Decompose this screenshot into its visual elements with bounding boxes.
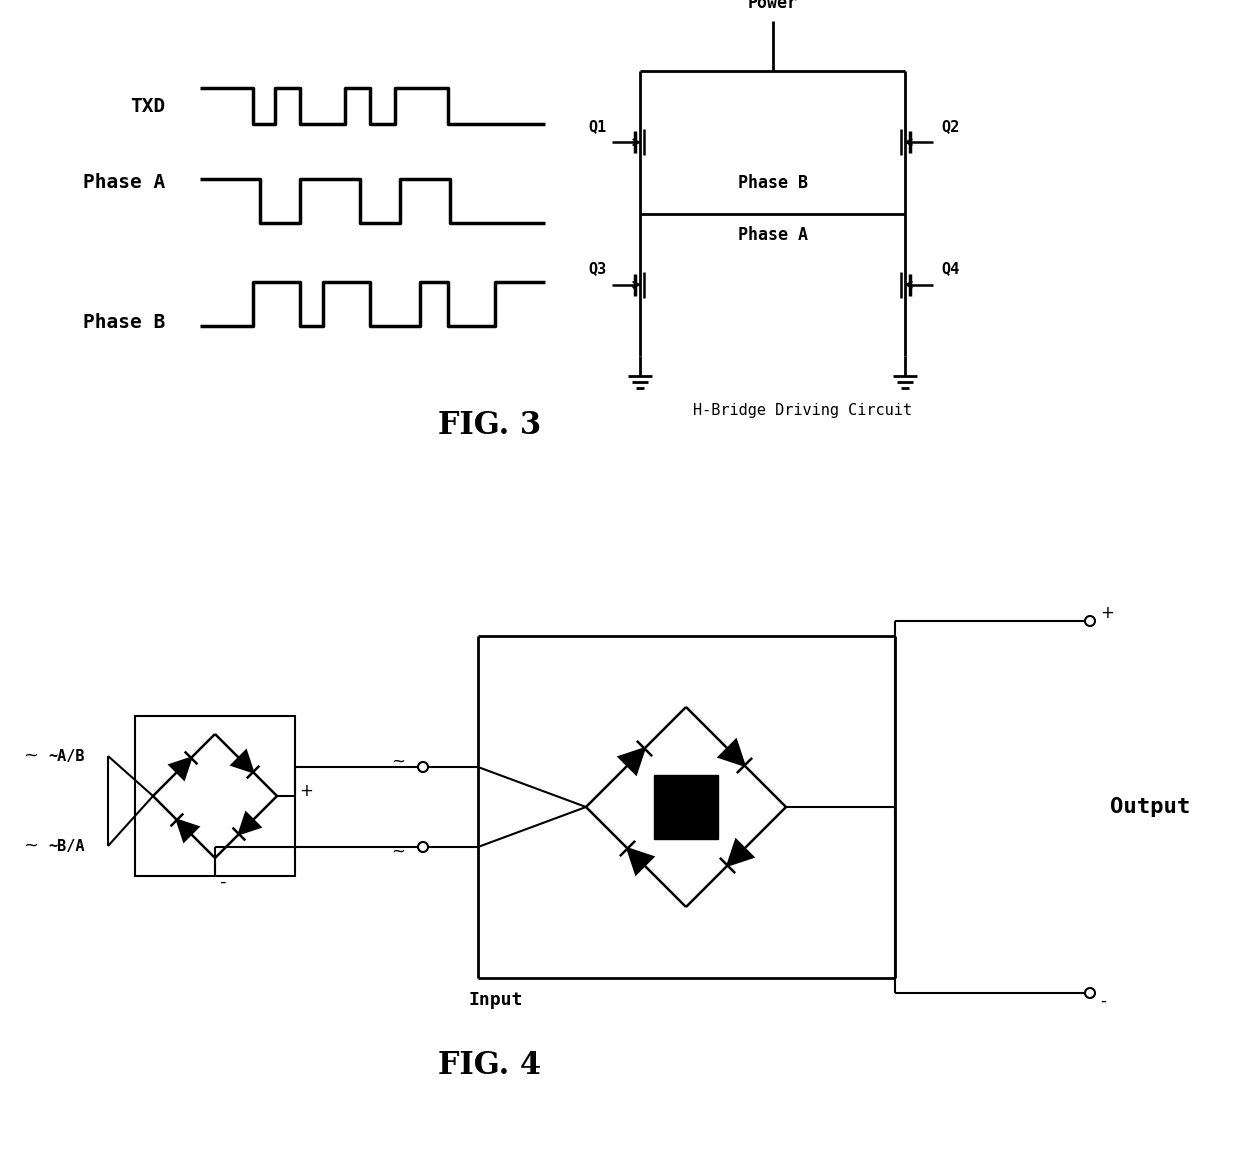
Text: ~: ~: [391, 843, 405, 861]
Polygon shape: [728, 840, 753, 865]
Text: Phase B: Phase B: [738, 175, 807, 192]
Polygon shape: [170, 758, 191, 779]
Polygon shape: [239, 813, 260, 834]
Text: ~: ~: [22, 747, 38, 765]
Polygon shape: [627, 849, 653, 874]
Text: +: +: [299, 782, 312, 800]
Text: TXD: TXD: [130, 97, 165, 115]
Text: H-Bridge Driving Circuit: H-Bridge Driving Circuit: [693, 403, 911, 419]
Text: Phase A: Phase A: [83, 174, 165, 192]
Text: Q3: Q3: [589, 261, 608, 276]
Circle shape: [1085, 988, 1095, 998]
Text: ~: ~: [22, 837, 38, 855]
Polygon shape: [177, 820, 198, 841]
Circle shape: [1085, 616, 1095, 626]
Text: -: -: [219, 873, 226, 891]
Text: Phase A: Phase A: [738, 226, 807, 245]
Bar: [653, 775, 718, 840]
Text: +: +: [1100, 604, 1114, 621]
Text: Q1: Q1: [589, 119, 608, 134]
Circle shape: [418, 842, 428, 852]
Text: ~A/B: ~A/B: [48, 749, 84, 764]
Circle shape: [418, 763, 428, 772]
Polygon shape: [719, 740, 744, 766]
Text: Output: Output: [1110, 798, 1190, 817]
Text: ~: ~: [391, 753, 405, 771]
Text: Q2: Q2: [941, 119, 960, 134]
Text: FIG. 3: FIG. 3: [439, 409, 542, 441]
Text: Phase B: Phase B: [83, 312, 165, 331]
Text: Input: Input: [467, 991, 522, 1009]
Polygon shape: [619, 749, 645, 774]
Text: Q4: Q4: [941, 261, 960, 276]
Text: Power: Power: [748, 0, 797, 12]
Text: FIG. 4: FIG. 4: [439, 1051, 542, 1082]
Bar: [135, 716, 295, 876]
Polygon shape: [232, 751, 253, 772]
Text: -: -: [1100, 992, 1106, 1010]
Text: ~B/A: ~B/A: [48, 838, 84, 854]
